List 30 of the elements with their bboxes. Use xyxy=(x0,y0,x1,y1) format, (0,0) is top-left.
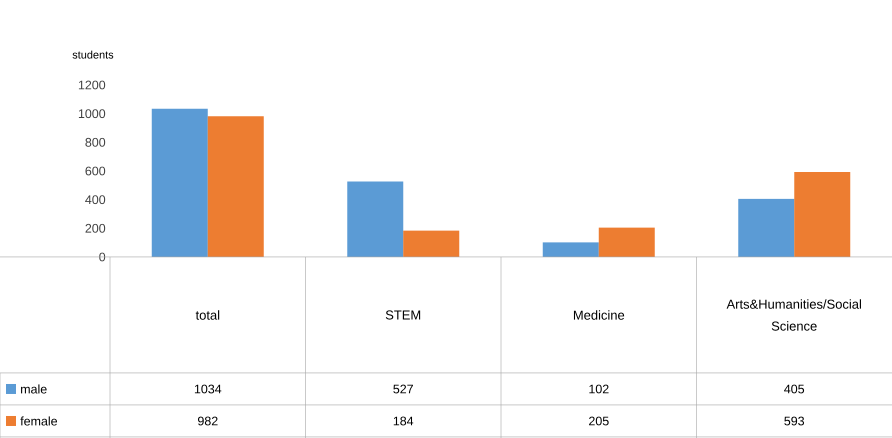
legend-label: female xyxy=(20,416,58,426)
data-label: 205 xyxy=(589,416,609,426)
bar xyxy=(152,108,208,257)
data-label: 593 xyxy=(784,416,804,426)
y-tick-label: 200 xyxy=(86,224,106,233)
data-label: 527 xyxy=(393,384,413,394)
bar xyxy=(208,116,264,257)
y-tick-label: 600 xyxy=(86,166,106,176)
x-tick-label: Medicine xyxy=(574,310,624,320)
data-label: 1034 xyxy=(194,384,222,394)
y-tick-label: 1200 xyxy=(78,80,106,90)
data-label: 102 xyxy=(589,384,609,394)
data-label: 982 xyxy=(198,416,218,426)
x-tick-label: total xyxy=(196,310,220,320)
bar xyxy=(403,230,460,257)
legend-label: male xyxy=(21,384,47,394)
bar xyxy=(738,198,794,257)
x-tick-label: Arts&Humanities/Social Science xyxy=(726,299,861,331)
x-tick-label: STEM xyxy=(386,310,420,320)
y-tick-label: 1000 xyxy=(78,109,106,118)
data-label: 184 xyxy=(394,416,414,426)
y-axis-title: students xyxy=(72,50,114,59)
bar xyxy=(598,228,655,257)
bar xyxy=(794,172,850,257)
data-label: 405 xyxy=(784,384,804,394)
y-tick-label: 0 xyxy=(99,252,106,262)
y-tick-label: 400 xyxy=(85,195,106,204)
bar xyxy=(542,242,599,257)
bar xyxy=(347,181,404,257)
y-tick-label: 800 xyxy=(85,138,106,147)
